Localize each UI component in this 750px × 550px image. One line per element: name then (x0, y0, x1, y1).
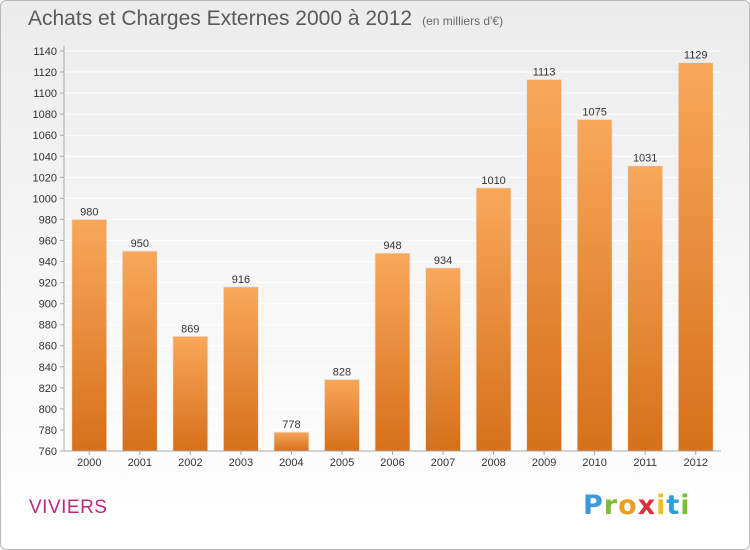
x-tick-label: 2011 (633, 457, 657, 469)
y-tick-label: 1060 (33, 130, 57, 142)
bar-value-label: 869 (181, 323, 199, 335)
y-tick-label: 900 (39, 299, 57, 311)
bar (677, 62, 714, 452)
bar-value-label: 828 (333, 366, 351, 378)
bar (172, 335, 209, 452)
bar (324, 379, 360, 452)
y-tick-label: 1020 (33, 172, 57, 184)
y-tick-label: 920 (39, 278, 57, 290)
x-tick-label: 2010 (582, 457, 606, 469)
bar-value-label: 980 (80, 206, 98, 218)
y-tick-label: 1080 (33, 109, 57, 121)
bar (374, 252, 411, 452)
logo-letter: P (583, 490, 604, 521)
logo-letter: r (603, 490, 619, 521)
bar (222, 286, 259, 452)
y-tick-label: 1040 (33, 151, 57, 163)
y-tick-label: 980 (39, 214, 57, 226)
bar (273, 431, 310, 452)
y-tick-label: 840 (39, 362, 57, 374)
y-tick-label: 800 (39, 404, 57, 416)
bar (627, 165, 664, 452)
proxiti-logo[interactable]: Proxiti (583, 490, 691, 521)
bar-value-label: 778 (282, 419, 300, 431)
logo-letter: o (618, 490, 638, 521)
logo-letter: i (680, 490, 691, 521)
x-axis-ticks: 2000 2001 2002 2003 2004 2005 2006 2007 2008 2009… (77, 451, 708, 469)
bar-value-label: 950 (131, 238, 149, 250)
bars: 980 950 869 916 778 828 948 934 1010 1113 1075 1031… (71, 50, 714, 452)
bar (425, 267, 461, 452)
chart-title: Achats et Charges Externes 2000 à 2012 (28, 7, 413, 30)
x-tick-label: 2002 (178, 457, 202, 469)
y-tick-label: 940 (39, 257, 57, 269)
x-tick-label: 2006 (380, 457, 404, 469)
x-tick-label: 2005 (330, 457, 354, 469)
x-tick-label: 2001 (128, 457, 152, 469)
bar (121, 250, 158, 452)
y-tick-label: 960 (39, 235, 57, 247)
x-tick-label: 2009 (532, 457, 556, 469)
bar-value-label: 1031 (633, 153, 657, 165)
chart-title-line: Achats et Charges Externes 2000 à 2012 (e… (28, 7, 503, 31)
bar-value-label: 1010 (481, 175, 505, 187)
y-tick-label: 780 (39, 425, 57, 437)
x-tick-label: 2004 (279, 457, 303, 469)
logo-letter: x (637, 490, 657, 521)
bar (475, 187, 512, 452)
town-name: VIVIERS (29, 497, 108, 518)
bar-value-label: 916 (232, 274, 250, 286)
x-tick-label: 2003 (229, 457, 253, 469)
logo-letter: t (666, 490, 681, 521)
bar (526, 79, 563, 452)
bar-value-label: 1075 (582, 106, 606, 118)
bar-value-label: 1113 (533, 66, 556, 78)
bar-value-label: 1129 (684, 50, 708, 62)
bar-value-label: 948 (383, 240, 401, 252)
logo-letter: i (656, 490, 667, 521)
y-axis-ticks: 760 780 800 820 840 860 880 900 920 940 960 980 1000… (33, 46, 64, 458)
bar-value-label: 934 (434, 255, 452, 267)
x-tick-label: 2000 (77, 457, 101, 469)
y-tick-label: 820 (39, 383, 57, 395)
y-tick-label: 880 (39, 320, 57, 332)
x-tick-label: 2007 (431, 457, 455, 469)
x-tick-label: 2008 (481, 457, 505, 469)
y-tick-label: 1140 (33, 46, 57, 58)
y-tick-label: 1000 (33, 193, 57, 205)
x-tick-label: 2012 (683, 457, 707, 469)
bar (576, 119, 613, 452)
y-tick-label: 1120 (33, 67, 57, 79)
y-tick-label: 1100 (33, 88, 57, 100)
y-tick-label: 760 (39, 446, 57, 458)
chart-subtitle: (en milliers d'€) (422, 14, 504, 28)
y-tick-label: 860 (39, 341, 57, 353)
bar (71, 219, 108, 452)
